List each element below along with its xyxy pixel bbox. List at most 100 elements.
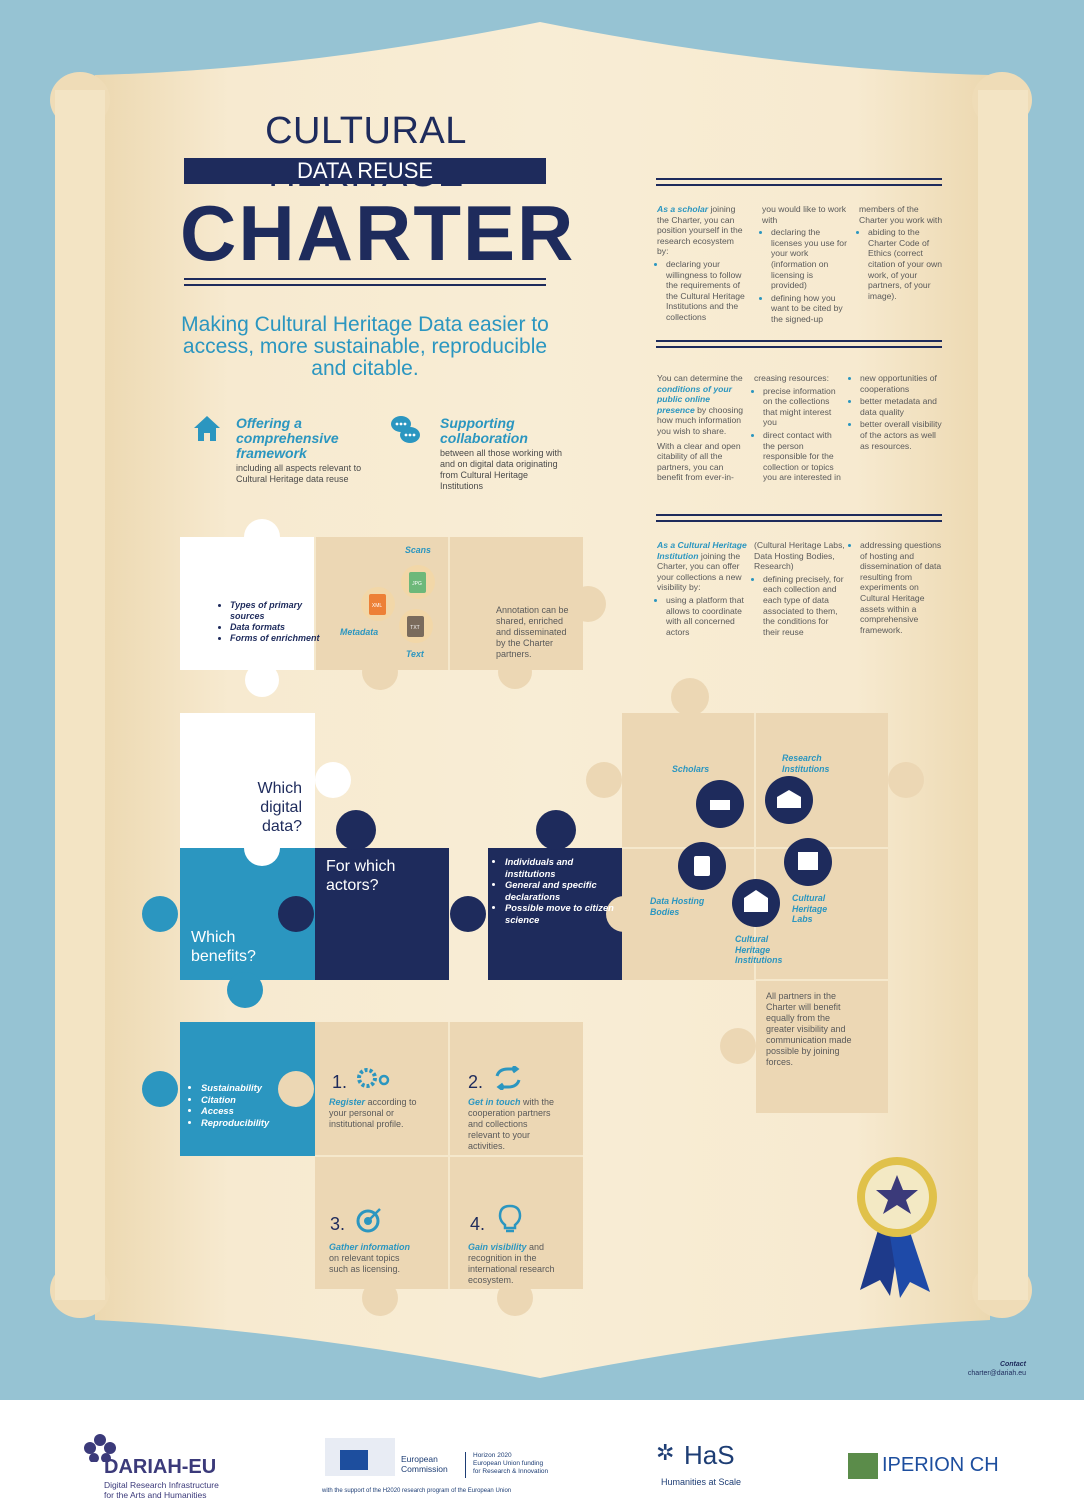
presence-text: by choosing how much information you wis…	[657, 404, 744, 436]
list-item: Types of primary sources	[230, 600, 320, 622]
has-name: HaS	[684, 1440, 735, 1470]
block-divider	[656, 340, 942, 342]
eu-flag-icon	[340, 1450, 368, 1470]
list-item: Reproducibility	[201, 1117, 311, 1129]
presence-bullet: better metadata and data quality	[860, 396, 943, 417]
title-line2: DATA REUSE	[184, 158, 546, 184]
list-item: Forms of enrichment	[230, 633, 320, 644]
list-item: Sustainability	[201, 1082, 311, 1094]
institution-text: (Cultural Heritage Labs, Data Hosting Bo…	[754, 540, 845, 572]
contact-block: Contact charter@dariah.eu	[900, 1360, 1026, 1378]
has-logo-icon: ✲	[656, 1440, 675, 1465]
question-actors: For which actors?	[326, 858, 396, 894]
iperion-name: IPERION CH	[882, 1454, 999, 1476]
scholar-text: joining the Charter, you can position yo…	[657, 204, 743, 257]
institution-text: joining the Charter, you can offer your …	[657, 550, 742, 593]
presence-text: creasing resources:	[754, 373, 829, 383]
step-number: 4.	[470, 1214, 486, 1234]
presence-bullet: new opportunities of cooperations	[860, 373, 943, 394]
institution-bullet: using a platform that allows to coordina…	[666, 595, 747, 637]
dariah-logo-icon	[84, 1434, 116, 1462]
list-item: Individuals and institutions	[505, 856, 623, 879]
iperion-logo-icon	[848, 1453, 878, 1479]
metadata-label: Metadata	[340, 627, 379, 637]
ec-name: European Commission	[401, 1454, 448, 1474]
presence-col2: creasing resources: precise information …	[754, 373, 846, 485]
actor-institutions: Cultural Heritage Institutions	[735, 934, 783, 965]
h2020-line: European Union funding	[473, 1460, 544, 1467]
file-label-jpg: JPG	[412, 581, 422, 587]
feature-heading: Supporting collaboration	[440, 415, 528, 446]
step-highlight: Get in touch	[468, 1097, 521, 1107]
text-label: Text	[406, 649, 424, 659]
presence-bullet: direct contact with the person responsib…	[763, 430, 846, 483]
question-benefits: Which benefits?	[191, 929, 256, 965]
feature-text: between all those working with and on di…	[440, 448, 563, 491]
house-icon	[194, 416, 220, 441]
step-highlight: Gain visibility	[468, 1242, 527, 1252]
block-divider	[656, 178, 942, 180]
scholar-col3: members of the Charter you work with abi…	[859, 204, 943, 303]
feature-collaboration: Supporting collaboration between all tho…	[440, 416, 570, 492]
puzzle-bottom	[142, 1022, 583, 1316]
scholar-bullet: abiding to the Charter Code of Ethics (c…	[868, 227, 943, 301]
tagline: Making Cultural Heritage Data easier to …	[181, 313, 549, 380]
step-text: Register according to your personal or i…	[329, 1097, 419, 1130]
chat-bubbles-icon	[391, 416, 420, 443]
file-label-xml: XML	[372, 603, 383, 609]
benefits-list: Sustainability Citation Access Reproduci…	[192, 1082, 311, 1128]
step-number: 2.	[468, 1072, 484, 1092]
step-text: Gather information on relevant topics su…	[329, 1242, 419, 1275]
question-digital-data: Which digital data?	[257, 780, 302, 835]
list-item: Access	[201, 1105, 311, 1117]
scholar-col1: As a scholar joining the Charter, you ca…	[657, 204, 747, 325]
contact-email[interactable]: charter@dariah.eu	[967, 1370, 1026, 1377]
list-item: Data formats	[230, 622, 320, 633]
presence-bullet: precise information on the collections t…	[763, 386, 846, 428]
title-rule	[184, 278, 546, 280]
step-highlight: Gather information	[329, 1242, 411, 1252]
puzzle-top-row	[180, 519, 606, 697]
institution-col1: As a Cultural Heritage Institution joini…	[657, 540, 747, 639]
file-label-txt: TXT	[410, 625, 419, 631]
list-item: Possible move to citizen science	[505, 902, 623, 925]
contact-label: Contact	[999, 1361, 1026, 1368]
scholar-bullet: declaring the licenses you use for your …	[771, 227, 850, 291]
institution-col3: addressing questions of hosting and diss…	[851, 538, 943, 637]
footer-divider	[465, 1452, 466, 1478]
presence-col3: new opportunities of cooperationsbetter …	[851, 371, 943, 453]
presence-col1: You can determine the conditions of your…	[657, 373, 747, 483]
step-number: 3.	[330, 1214, 346, 1234]
step-highlight: Register	[329, 1097, 366, 1107]
institution-bullet: defining precisely, for each collection …	[763, 574, 846, 638]
puzzle-actors-block	[586, 678, 924, 1113]
gears-icon	[357, 1068, 390, 1088]
file-icons: JPG XML TXT	[361, 565, 435, 643]
presence-text: You can determine the	[657, 373, 743, 383]
actor-research: Research Institutions	[782, 753, 830, 774]
puzzle-mid-row	[142, 713, 642, 1008]
footer: DARIAH-EU Digital Research Infrastructur…	[0, 1400, 1084, 1500]
scholar-col2: you would like to work with declaring th…	[762, 204, 850, 327]
award-medal	[857, 1157, 937, 1298]
block-divider	[656, 346, 942, 348]
institution-col2: (Cultural Heritage Labs, Data Hosting Bo…	[754, 540, 846, 639]
benefit-text: All partners in the Charter will benefit…	[766, 991, 852, 1067]
puzzle-graphic: JPG XML TXT	[142, 519, 937, 1316]
step-text: Get in touch with the cooperation partne…	[468, 1097, 558, 1152]
scholar-bullet: declaring your willingness to follow the…	[666, 259, 747, 323]
scholar-text: you would like to work with	[762, 204, 847, 225]
block-divider	[656, 184, 942, 186]
presence-bullet: better overall visibility of the actors …	[860, 419, 943, 451]
presence-text: With a clear and open citability of all …	[657, 440, 741, 483]
presence-highlight: conditions of your public online presenc…	[657, 383, 732, 415]
step-text: Gain visibility and recognition in the i…	[468, 1242, 560, 1286]
scholar-text: members of the Charter you work with	[859, 204, 943, 225]
step-rest: according to your personal or institutio…	[329, 1097, 417, 1129]
ec-name-line: European	[401, 1454, 438, 1464]
h2020-line: Horizon 2020	[473, 1452, 512, 1459]
dariah-subtitle-line: Digital Research Infrastructure	[104, 1480, 219, 1490]
target-icon	[356, 1208, 381, 1233]
refresh-arrows-icon	[495, 1066, 521, 1090]
actor-declarations-list: Individuals and institutions General and…	[496, 856, 623, 925]
